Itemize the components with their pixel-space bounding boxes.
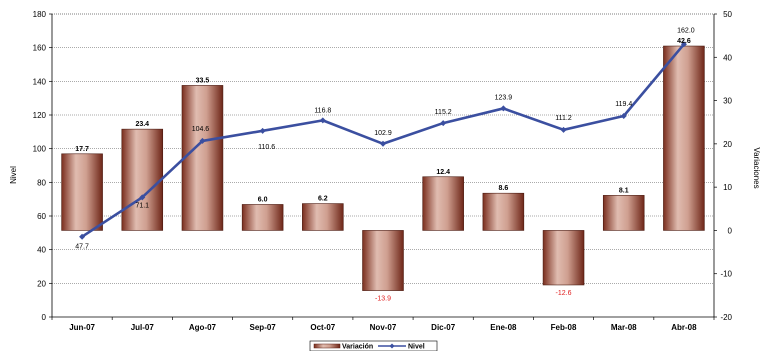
legend-label-bar: Variación [342,344,373,351]
line-point [500,105,507,112]
bar-value-label: 6.0 [258,196,268,203]
line-value-label: 115.2 [435,109,452,116]
bar [602,195,645,231]
bar [302,203,344,231]
legend-swatch-bar [313,343,341,349]
line-value-label: 123.9 [495,94,513,101]
bar-value-label: -12.6 [556,290,572,297]
y-axis-right-title: Variaciones [752,147,761,188]
bar [61,153,103,231]
y-left-tick-label: 160 [33,44,47,53]
bar [422,176,464,231]
y-left-tick-label: 40 [37,246,46,255]
y-left-tick-label: 20 [37,279,46,288]
line-value-label: 104.6 [192,126,210,133]
bar-value-label: 8.1 [619,187,629,194]
x-tick-label: Sep-07 [250,323,277,332]
line-point [319,117,326,124]
line-point [680,41,687,48]
bar [362,230,404,291]
y-left-tick-label: 100 [33,145,47,154]
y-right-tick-label: 20 [723,140,732,149]
y-right-tick-label: 40 [723,53,732,62]
y-left-tick-label: 0 [42,313,47,322]
bar-value-label: 8.6 [498,185,508,192]
bar [241,204,284,231]
bar-value-label: 17.7 [75,146,89,153]
legend-marker-line [389,343,395,349]
axes: 0 20 40 60 80 100 120 140 160 180 -20 -10 0 10 20 30 40 5… [33,10,733,332]
x-tick-label: Jul-07 [131,323,155,332]
x-tick-label: Ago-07 [189,323,217,332]
x-tick-label: Abr-08 [671,323,697,332]
x-tick-label: Dic-07 [431,323,456,332]
x-tick-label: Ene-08 [490,323,517,332]
bar [121,128,164,231]
line-point [620,113,627,120]
bar-value-label: 6.2 [318,196,328,203]
bar-value-label: 33.5 [196,77,210,84]
legend-label-line: Nivel [408,344,425,351]
line-point [79,233,86,240]
y-left-tick-label: 180 [33,10,47,19]
bar [181,85,224,231]
y-right-tick-label: 30 [723,97,732,106]
y-left-tick-label: 120 [33,111,47,120]
line-value-label: 116.8 [314,107,331,114]
line-point [199,137,206,144]
line-point [560,126,567,133]
y-right-tick-label: 50 [723,10,732,19]
x-tick-label: Jun-07 [69,323,95,332]
line-point [380,140,386,147]
y-left-tick-label: 60 [37,212,46,221]
line-value-label: 119.4 [615,101,632,108]
line-value-label: 162.0 [677,27,695,34]
y-left-tick-label: 140 [33,77,47,86]
y-left-tick-label: 80 [37,178,46,187]
y-right-tick-label: -20 [720,313,732,322]
bar [663,45,705,231]
line-value-label: 102.9 [374,130,392,137]
line-value-label: 110.6 [258,144,275,151]
x-tick-label: Feb-08 [551,323,577,332]
data-labels: 17.7 23.4 33.5 6.0 6.2 -13.9 12.4 8.6 -12.6 8.1 42… [75,27,694,302]
bar-value-label: 42.6 [677,38,691,45]
line-path [81,43,685,238]
x-tick-label: Oct-07 [310,323,335,332]
line-value-label: 111.2 [555,115,572,122]
x-tick-label: Nov-07 [370,323,397,332]
bar [542,230,585,286]
line-series [79,41,687,240]
legend-box [309,340,438,351]
bar-value-label: -13.9 [375,296,391,303]
line-point [259,127,266,134]
bar-series [61,45,705,291]
line-value-label: 47.7 [75,244,89,251]
y-right-tick-label: -10 [720,270,732,279]
line-value-label: 71.1 [135,202,149,209]
y-right-tick-label: 10 [723,183,732,192]
line-point [139,194,146,201]
y-axis-left-title: Nivel [9,166,18,184]
x-tick-label: Mar-08 [611,323,637,332]
line-point [440,120,447,127]
bar-value-label: 23.4 [135,121,149,128]
y-right-tick-label: 0 [728,226,733,235]
bar-value-label: 12.4 [436,169,450,176]
bar [482,192,525,231]
legend: Variación Nivel [309,340,438,351]
